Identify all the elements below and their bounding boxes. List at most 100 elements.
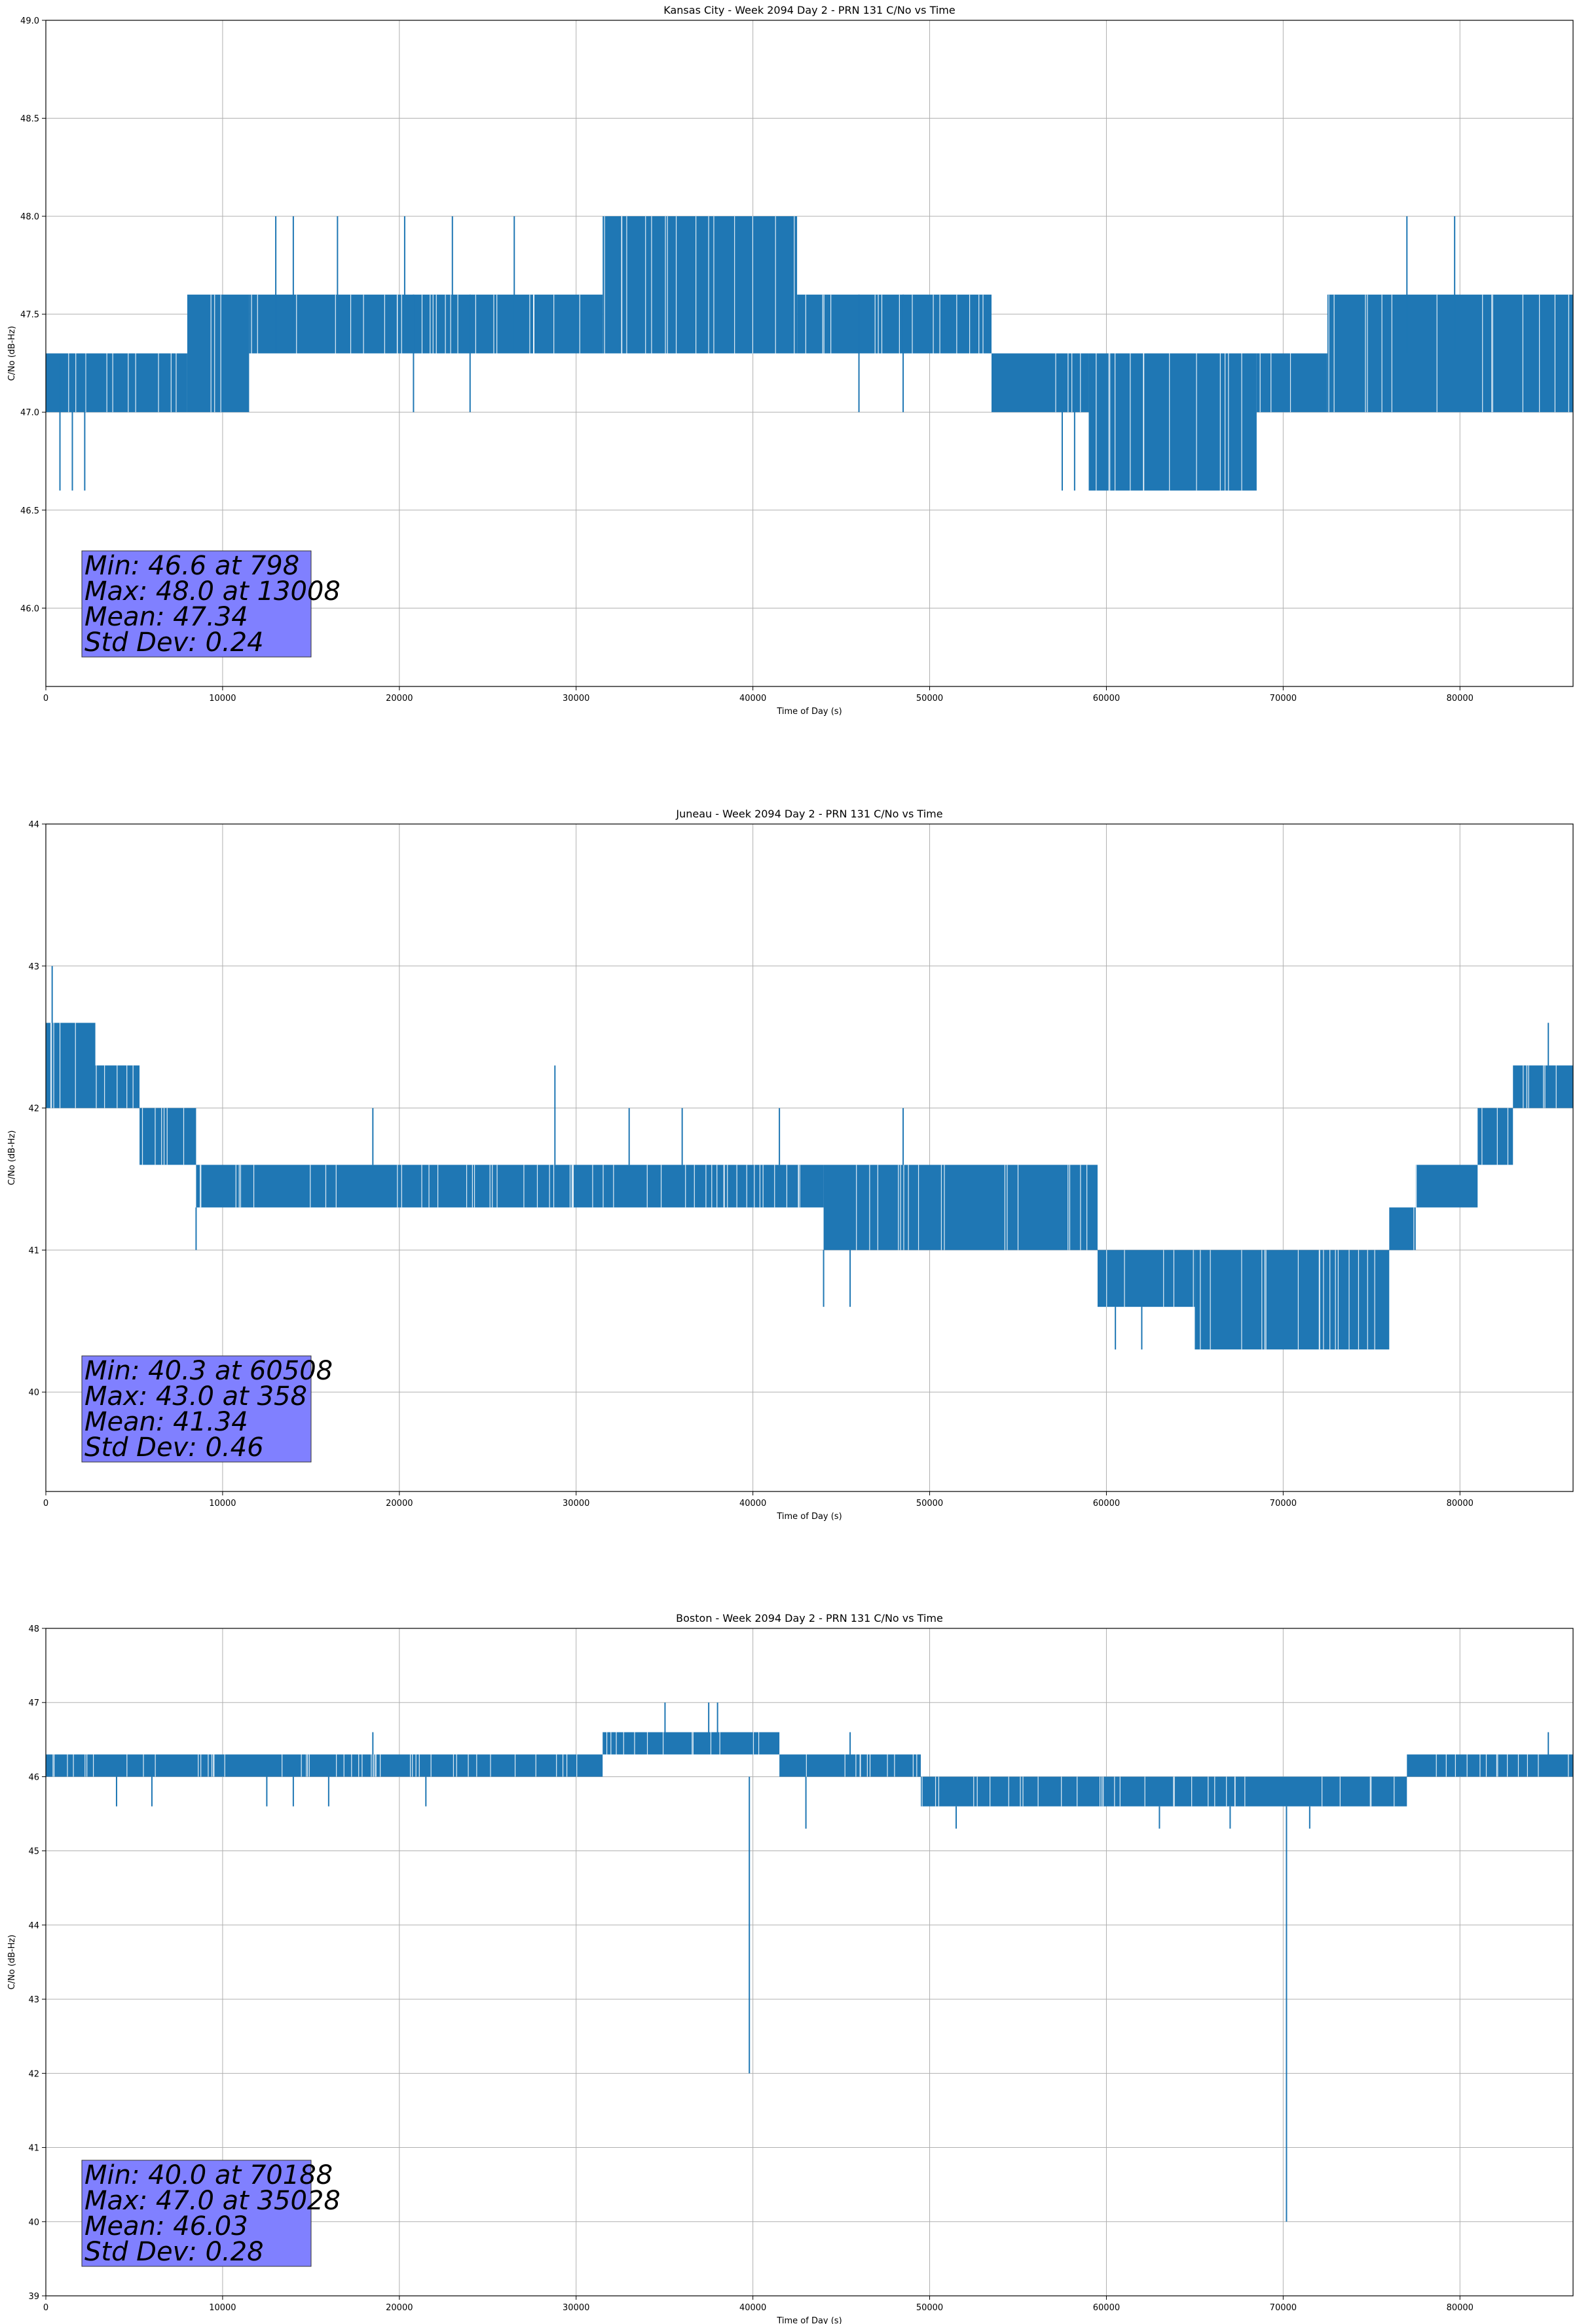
series-gap [881,294,883,354]
stats-max: Max: 47.0 at 35028 [84,2186,341,2216]
x-tick-label: 80000 [1447,1499,1474,1509]
series-gap [473,1165,475,1208]
series-gap [1265,1250,1267,1350]
series-gap [384,294,385,354]
series-gap [592,1165,593,1208]
series-gap [566,1754,568,1777]
y-tick-label: 40 [28,1388,39,1398]
series-gap [213,1754,215,1777]
series-gap [623,1732,624,1755]
series-gap [126,1754,128,1777]
stats-std: Std Dev: 0.24 [84,628,264,658]
series-band [1477,1108,1513,1165]
series-gap [1555,1065,1557,1108]
series-gap [903,1165,904,1250]
series-gap [1061,1776,1062,1807]
series-gap [166,1108,168,1165]
series-gap [978,294,980,354]
y-tick-label: 47 [28,1698,39,1708]
cno-series [46,1702,1573,2222]
series-gap [253,1165,255,1208]
series-band [1327,294,1573,413]
series-gap [918,1165,919,1250]
series-gap [358,1754,360,1777]
series-gap [1244,1776,1246,1807]
chart-title: Boston - Week 2094 Day 2 - PRN 131 C/No … [676,1612,943,1624]
chart-title: Kansas City - Week 2094 Day 2 - PRN 131 … [663,4,955,16]
series-gap [798,1165,799,1208]
series-band [46,353,187,413]
series-gap [1259,353,1261,413]
series-band [1088,353,1257,491]
series-gap [1173,1776,1174,1807]
series-gap [572,1165,574,1208]
series-gap [466,1165,468,1208]
series-gap [476,1754,477,1777]
series-gap [1196,353,1197,491]
series-gap [935,1776,937,1807]
series-gap [1241,1250,1242,1350]
series-gap [240,1165,242,1208]
series-gap [1337,1250,1339,1350]
series-gap [1297,1250,1299,1350]
series-gap [713,216,714,354]
series-gap [1568,294,1569,413]
series-gap [646,1165,648,1208]
series-gap [1413,1207,1415,1250]
series-gap [301,1754,302,1777]
series-gap [866,1754,868,1777]
series-band [823,1165,1098,1250]
series-gap [1080,1165,1081,1250]
x-tick-label: 0 [43,2303,48,2313]
series-gap [939,294,940,354]
series-gap [1445,1754,1447,1777]
series-band [139,1108,196,1165]
series-gap [496,1165,498,1208]
stats-mean: Mean: 47.34 [84,602,248,632]
stats-mean: Mean: 41.34 [84,1407,248,1437]
series-gap [126,1065,128,1108]
series-gap [1466,1754,1468,1777]
series-gap [1193,1250,1194,1307]
series-gap [921,1776,923,1807]
series-gap [50,1022,52,1108]
series-gap [900,1165,901,1250]
series-gap [336,1754,337,1777]
series-gap [307,1754,308,1777]
series-gap [1496,1754,1498,1777]
series-gap [912,1754,914,1777]
series-gap [533,294,534,354]
chart-title: Juneau - Week 2094 Day 2 - PRN 131 C/No … [675,808,942,820]
series-gap [496,294,498,354]
series-gap [973,1776,974,1807]
series-gap [1543,1065,1544,1108]
series-gap [694,1165,695,1208]
series-gap [874,294,876,354]
series-band [187,294,250,413]
series-gap [493,294,494,354]
series-gap [1067,353,1069,413]
series-gap [613,1165,614,1208]
series-gap [1491,294,1493,413]
series-gap [210,294,212,413]
series-gap [401,1165,402,1208]
series-gap [1037,1776,1039,1807]
series-gap [409,1754,411,1777]
series-gap [536,1165,538,1208]
series-gap [428,1165,430,1208]
series-gap [84,1754,86,1777]
series-gap [1318,1250,1320,1350]
series-gap [1261,1250,1263,1350]
y-tick-label: 40 [28,2218,39,2228]
series-gap [335,1165,337,1208]
y-axis-label: C/No (dB-Hz) [7,326,17,381]
series-gap [1527,1754,1528,1777]
series-gap [1497,1754,1498,1777]
series-gap [775,216,776,354]
series-gap [1071,353,1073,413]
stats-max: Max: 48.0 at 13008 [84,576,341,607]
series-gap [976,1776,978,1807]
series-gap [610,1732,612,1755]
